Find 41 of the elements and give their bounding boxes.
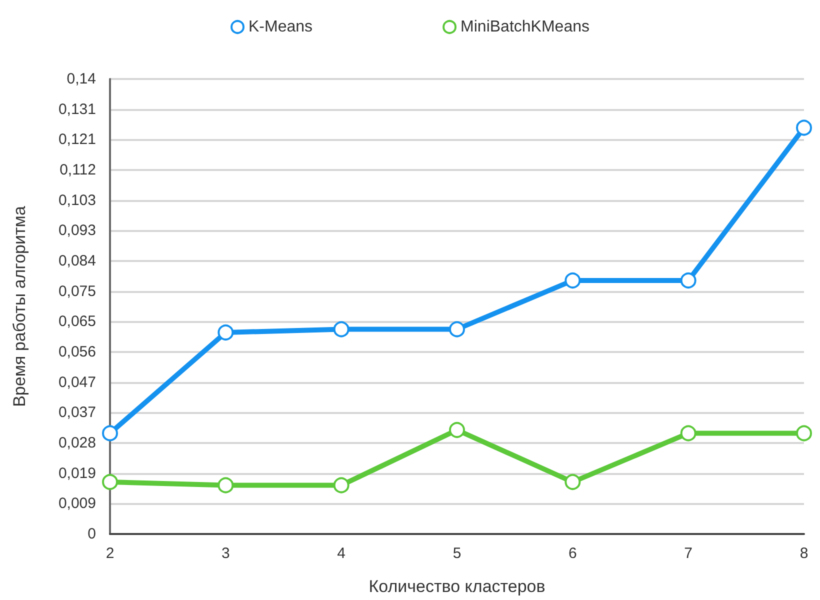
y-tick-label: 0,065 [58,313,96,330]
x-tick-label: 3 [221,545,230,562]
point [680,425,696,442]
point [564,272,581,288]
point [102,474,118,490]
y-tick-label: 0,093 [58,222,96,240]
point [449,321,465,338]
point [449,422,465,438]
y-tick-label: 0,047 [58,374,96,391]
point [218,324,234,340]
x-tick-label: 2 [106,545,114,562]
y-tick-label: 0,112 [60,162,96,178]
y-tick-label: 0,075 [58,282,96,300]
y-tick-label: 0,028 [58,434,96,452]
y-tick-label: 0,121 [58,131,96,148]
x-tick-label: 8 [800,545,808,562]
y-tick-label: 0 [88,526,96,542]
x-tick-label: 4 [337,545,346,562]
point [680,272,696,288]
point [218,477,234,494]
y-tick-label: 0,084 [58,252,96,270]
point [796,425,812,442]
y-tick-label: 0,131 [58,100,96,118]
y-tick-label: 0,14 [66,70,96,88]
y-tick-label: 0,056 [58,344,96,360]
point [564,474,581,490]
legend-label: MiniBatchKMeans [460,18,590,36]
x-tick-label: 5 [452,545,462,562]
y-axis-title: Время работы алгоритма [10,206,29,407]
x-tick-label: 7 [684,545,693,562]
point [102,425,118,442]
x-tick-label: 6 [568,545,577,562]
point [796,120,812,136]
y-tick-label: 0,019 [58,464,96,482]
y-tick-label: 0,037 [58,404,96,422]
legend-label: K-Means [248,18,313,36]
point [333,321,350,338]
y-tick-label: 0,009 [58,495,96,512]
y-tick-label: 0,103 [58,192,96,209]
point [333,477,350,494]
x-axis-title: Количество кластеров [368,577,546,596]
